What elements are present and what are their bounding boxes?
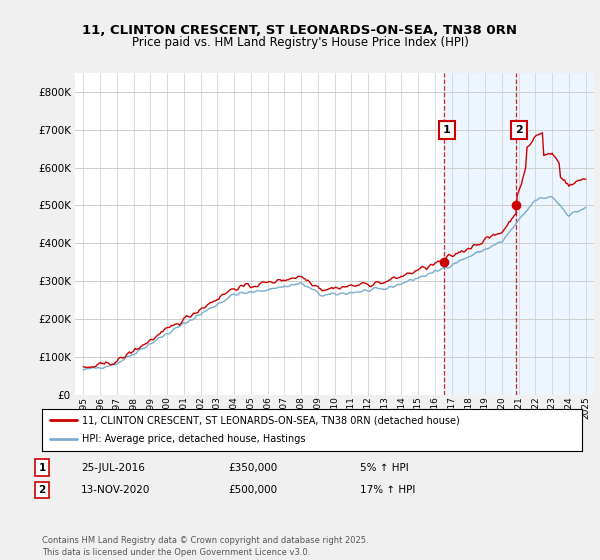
- Text: 5% ↑ HPI: 5% ↑ HPI: [360, 463, 409, 473]
- Bar: [445, 73, 517, 395]
- Text: 11, CLINTON CRESCENT, ST LEONARDS-ON-SEA, TN38 0RN (detached house): 11, CLINTON CRESCENT, ST LEONARDS-ON-SEA…: [83, 415, 460, 425]
- Text: £350,000: £350,000: [228, 463, 277, 473]
- Text: 13-NOV-2020: 13-NOV-2020: [81, 485, 151, 495]
- Text: HPI: Average price, detached house, Hastings: HPI: Average price, detached house, Hast…: [83, 435, 306, 445]
- Text: Price paid vs. HM Land Registry's House Price Index (HPI): Price paid vs. HM Land Registry's House …: [131, 36, 469, 49]
- Text: Contains HM Land Registry data © Crown copyright and database right 2025.
This d: Contains HM Land Registry data © Crown c…: [42, 536, 368, 557]
- Text: £500,000: £500,000: [228, 485, 277, 495]
- Text: 1: 1: [443, 125, 451, 134]
- Text: 2: 2: [515, 125, 523, 134]
- Text: 2: 2: [38, 485, 46, 495]
- Text: 17% ↑ HPI: 17% ↑ HPI: [360, 485, 415, 495]
- Bar: [517, 73, 594, 395]
- Text: 11, CLINTON CRESCENT, ST LEONARDS-ON-SEA, TN38 0RN: 11, CLINTON CRESCENT, ST LEONARDS-ON-SEA…: [83, 24, 517, 36]
- Text: 1: 1: [38, 463, 46, 473]
- Text: 25-JUL-2016: 25-JUL-2016: [81, 463, 145, 473]
